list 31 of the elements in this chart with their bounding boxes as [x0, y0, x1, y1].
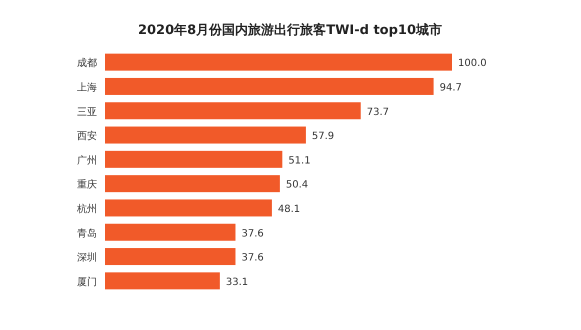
data-label: 57.9	[312, 131, 334, 142]
y-tick-label: 重庆	[77, 178, 97, 191]
bar	[105, 248, 236, 266]
y-tick-label: 杭州	[76, 202, 97, 215]
y-tick-label: 广州	[77, 154, 97, 166]
data-label: 48.1	[278, 204, 300, 215]
bar	[105, 272, 220, 290]
data-label: 33.1	[226, 276, 248, 288]
y-tick-label: 成都	[77, 57, 97, 70]
bar	[105, 224, 236, 241]
bar	[105, 199, 272, 216]
chart-title: 2020年8月份国内旅游出行旅客TWI-d top10城市	[138, 22, 442, 38]
bar	[105, 102, 361, 120]
y-tick-label: 三亚	[77, 106, 97, 118]
data-label: 73.7	[366, 106, 390, 118]
y-tick-label: 青岛	[77, 227, 97, 240]
data-label: 50.4	[286, 180, 308, 191]
bar	[105, 175, 280, 192]
y-tick-label: 西安	[77, 130, 97, 142]
y-tick-label: 厦门	[77, 276, 97, 288]
data-label: 37.6	[241, 228, 264, 240]
y-tick-label: 深圳	[77, 252, 97, 264]
data-label: 94.7	[440, 82, 462, 94]
bar	[105, 78, 434, 95]
bar	[105, 54, 452, 71]
bar	[105, 126, 306, 144]
data-label: 37.6	[241, 252, 264, 264]
y-tick-label: 上海	[77, 81, 97, 94]
data-label: 51.1	[288, 155, 311, 166]
data-label: 100.0	[458, 58, 487, 70]
bar	[105, 150, 282, 168]
